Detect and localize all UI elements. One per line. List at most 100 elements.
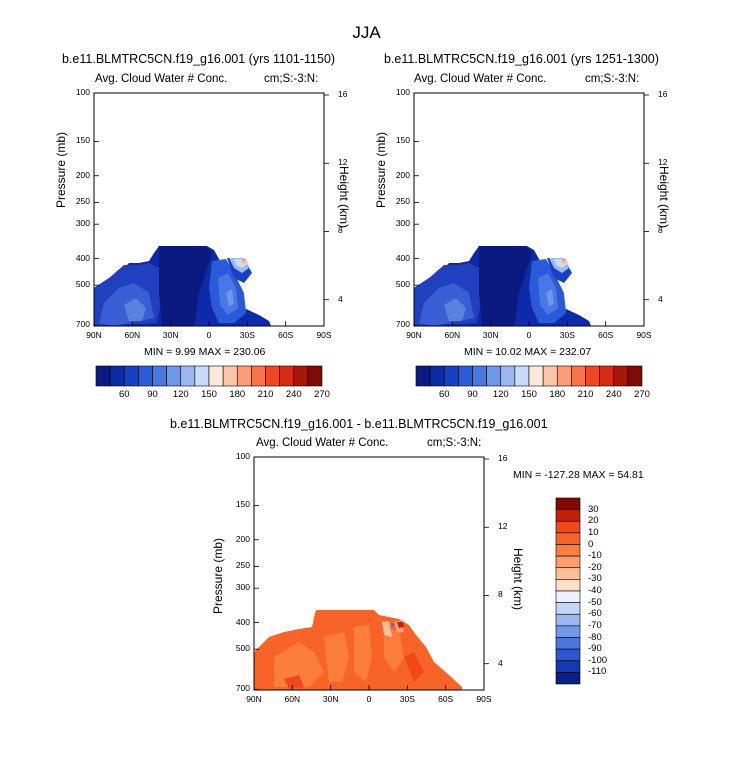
labelbar-1-swatch <box>236 365 252 387</box>
labelbar-3-label: -30 <box>588 573 602 585</box>
panel-1-ytick-right-label: 4 <box>338 293 343 304</box>
labelbar-3-swatch <box>555 602 581 615</box>
labelbar-1-label: 90 <box>147 389 158 400</box>
labelbar-2-label: 270 <box>634 389 650 400</box>
labelbar-3-swatch <box>555 520 581 534</box>
labelbar-2-swatch <box>472 365 487 387</box>
labelbar-2-swatch <box>514 365 530 387</box>
labelbar-3-swatch <box>555 672 581 685</box>
panel-2-ylabel-right: Height (km) <box>657 166 671 229</box>
labelbar-3-label: -10 <box>588 550 602 562</box>
labelbar-1-swatch <box>109 365 125 387</box>
panel-3-xtick-label: 30S <box>399 694 415 704</box>
panel-1-xtick-label: 30N <box>162 330 179 340</box>
panel-2-variable-label: Avg. Cloud Water # Conc. <box>414 73 547 85</box>
labelbar-3-swatch <box>555 579 581 592</box>
panel-1-ytick-label: 700 <box>75 319 90 330</box>
panel-2-ytick-right-label: 12 <box>658 157 668 168</box>
labelbar-2-swatch <box>415 365 431 387</box>
panel-3-xtick-label: 90N <box>246 694 262 704</box>
labelbar-1-label: 60 <box>118 389 130 400</box>
panel-2-xtick-label: 30S <box>559 330 575 340</box>
labelbar-3-label: -100 <box>588 654 608 666</box>
panel-2-xtick-label: 90N <box>406 330 422 340</box>
panel-3-units-label: cm;S:-3:N: <box>427 437 482 449</box>
labelbar-3-swatch <box>555 637 581 650</box>
labelbar-2-swatch <box>429 365 445 387</box>
panel-2-stats: MIN = 10.02 MAX = 232.07 <box>464 346 592 358</box>
labelbar-2-swatch <box>613 365 629 387</box>
labelbar-3-swatch <box>555 532 581 545</box>
panel-3-variable-label: Avg. Cloud Water # Conc. <box>256 437 389 449</box>
panel-1-ytick-label: 400 <box>75 252 90 263</box>
labelbar-1-swatch <box>293 365 309 387</box>
panel-1-units-label: cm;S:-3:N: <box>264 73 319 85</box>
panel-3-ylabel-right: Height (km) <box>511 548 525 611</box>
labelbar-1-label: 180 <box>229 389 246 400</box>
labelbar-2-label: 150 <box>521 389 537 400</box>
labelbar-3-swatch <box>555 648 581 662</box>
labelbar-2-label: 180 <box>549 389 566 400</box>
panel-3-title: b.e11.BLMTRC5CN.f19_g16.001 - b.e11.BLMT… <box>170 417 548 431</box>
panel-3-ytick-right-label: 8 <box>498 589 503 600</box>
labelbar-1-label: 240 <box>285 389 302 400</box>
labelbar-1-label: 270 <box>314 389 330 400</box>
panel-2-ylabel: Pressure (mb) <box>374 131 388 208</box>
panel-2-ytick-label: 200 <box>395 169 410 180</box>
labelbar-2-label: 60 <box>438 389 450 400</box>
labelbar-1-swatch <box>123 365 139 387</box>
labelbar-2-swatch <box>571 365 586 387</box>
labelbar-3 <box>555 497 581 685</box>
panel-3-ytick-label: 150 <box>235 499 250 510</box>
panel-1-xtick-label: 90N <box>86 330 102 340</box>
panel-2-ytick-label: 500 <box>395 279 410 290</box>
labelbar-1-label: 210 <box>257 389 274 400</box>
panel-1-xtick-label: 60S <box>278 330 294 340</box>
labelbar-3-label: 20 <box>588 515 599 527</box>
panel-3-ytick-label: 700 <box>235 683 250 694</box>
labelbar-1-swatch <box>307 365 323 387</box>
labelbar-1-swatch <box>222 365 238 387</box>
panel-1-ytick-right-label: 8 <box>338 225 343 236</box>
labelbar-3-swatch <box>555 555 581 569</box>
panel-3-xtick-label: 90S <box>476 694 492 704</box>
panel-2-ytick-label: 250 <box>395 196 410 207</box>
panel-1-plot <box>93 92 329 327</box>
panel-1-ytick-label: 150 <box>75 135 90 146</box>
labelbar-3-label: -40 <box>588 585 602 596</box>
labelbar-3-label: 0 <box>588 538 594 550</box>
labelbar-2-label: 240 <box>605 389 622 400</box>
labelbar-1-swatch <box>180 365 196 387</box>
panel-1-xtick-label: 90S <box>316 330 332 340</box>
panel-3-ytick-label: 200 <box>235 533 250 544</box>
panel-3-ytick-label: 500 <box>235 643 250 654</box>
panel-2-ytick-right-label: 16 <box>658 89 668 99</box>
labelbar-3-swatch <box>555 590 581 603</box>
labelbar-1 <box>95 365 323 387</box>
labelbar-3-label: -20 <box>588 561 602 573</box>
panel-3-ytick-right-label: 16 <box>498 453 508 463</box>
main-title: JJA <box>352 23 381 42</box>
labelbar-3-label: -70 <box>588 619 602 631</box>
labelbar-2-swatch <box>486 365 502 387</box>
panel-2-ytick-label: 100 <box>395 87 410 97</box>
labelbar-2-swatch <box>458 365 473 387</box>
labelbar-2-swatch <box>500 365 516 387</box>
labelbar-1-label: 150 <box>201 389 217 400</box>
panel-1-field <box>94 246 271 326</box>
panel-2-field <box>414 246 591 326</box>
labelbar-1-swatch <box>265 365 280 387</box>
panel-2-xtick-label: 90S <box>636 330 652 340</box>
panel-3-ytick-label: 400 <box>235 616 250 627</box>
labelbar-2-swatch <box>528 365 544 387</box>
labelbar-1-swatch <box>279 365 295 387</box>
labelbar-2-label: 90 <box>467 389 478 400</box>
labelbar-3-swatch <box>555 509 581 522</box>
panel-2-ytick-label: 700 <box>395 319 410 330</box>
labelbar-3-swatch <box>555 567 581 580</box>
panel-1-variable-label: Avg. Cloud Water # Conc. <box>95 73 228 85</box>
panel-2-xtick-label: 30N <box>482 330 499 340</box>
labelbar-3-label: 30 <box>588 503 599 515</box>
labelbar-1-swatch <box>95 365 111 387</box>
panel-2-ytick-label: 300 <box>395 218 410 229</box>
